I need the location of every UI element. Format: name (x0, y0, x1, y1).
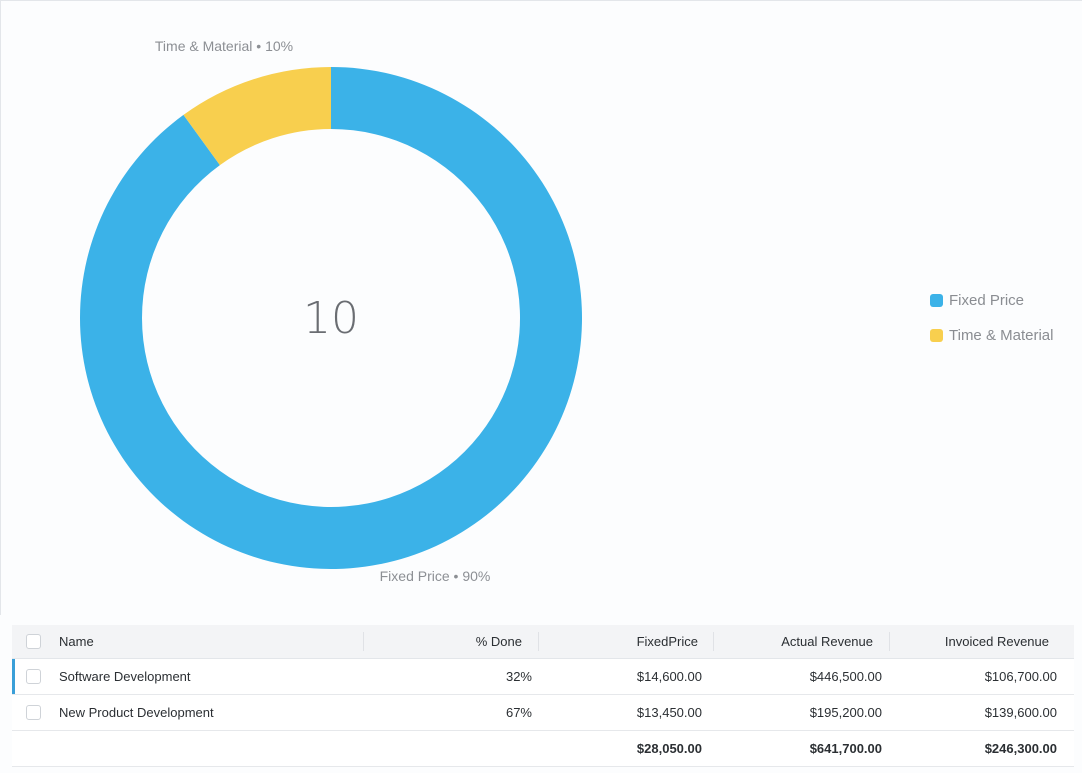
legend-label-time-material: Time & Material (949, 326, 1054, 344)
legend-label-fixed-price: Fixed Price (949, 291, 1025, 309)
column-header-actual-revenue[interactable]: Actual Revenue (781, 634, 873, 649)
total-fixed-price: $28,050.00 (636, 741, 702, 756)
legend-swatch-time-material (930, 328, 943, 342)
slice-time-material[interactable] (183, 67, 331, 166)
table-row[interactable]: Software Development 32% $14,600.00 $446… (12, 659, 1074, 695)
row-invoiced-revenue: $106,700.00 (984, 669, 1057, 684)
legend-item-time-material[interactable]: Time & Material (930, 325, 1053, 345)
row-fixed-price: $14,600.00 (636, 669, 702, 684)
row-check-cell (26, 695, 46, 730)
donut-chart-panel: Fixed Price • 90% Time & Material • 10% 10… (79, 38, 1053, 584)
row-name: Software Development (59, 669, 191, 684)
row-fixed-price: $13,450.00 (636, 705, 702, 720)
row-invoiced-revenue: $139,600.00 (984, 705, 1057, 720)
row-checkbox[interactable] (26, 705, 41, 720)
column-header-name[interactable]: Name (59, 634, 94, 649)
chart-legend: Fixed Price Time & Material (930, 290, 1053, 360)
header-separator[interactable] (538, 632, 539, 651)
row-done: 67% (505, 705, 532, 720)
table-row[interactable]: New Product Development 67% $13,450.00 $… (12, 695, 1074, 731)
row-check-cell (26, 659, 46, 694)
row-selection-indicator (12, 659, 15, 694)
row-checkbox[interactable] (26, 669, 41, 684)
row-done: 32% (505, 669, 532, 684)
header-separator[interactable] (889, 632, 890, 651)
slice-label-fixed-price: Fixed Price • 90% (380, 568, 491, 584)
legend-swatch-fixed-price (930, 293, 943, 307)
slice-label-time-material: Time & Material • 10% (155, 38, 293, 54)
donut-center-value: 10 (303, 293, 359, 344)
totals-row: $28,050.00 $641,700.00 $246,300.00 (12, 731, 1074, 767)
row-actual-revenue: $195,200.00 (809, 705, 882, 720)
select-all-checkbox[interactable] (26, 634, 41, 649)
frame-left-border (0, 0, 1, 615)
donut-chart: Fixed Price • 90% Time & Material • 10% 10 (79, 38, 582, 584)
total-actual-revenue: $641,700.00 (809, 741, 882, 756)
column-header-invoiced-revenue[interactable]: Invoiced Revenue (944, 634, 1049, 649)
row-name: New Product Development (59, 705, 214, 720)
column-header-fixed-price[interactable]: FixedPrice (636, 634, 698, 649)
total-invoiced-revenue: $246,300.00 (984, 741, 1057, 756)
grid-header: Name % Done FixedPrice Actual Revenue In… (12, 625, 1074, 659)
select-all-cell (26, 625, 46, 658)
header-separator[interactable] (713, 632, 714, 651)
projects-grid: Name % Done FixedPrice Actual Revenue In… (12, 625, 1074, 767)
header-separator[interactable] (363, 632, 364, 651)
column-header-done[interactable]: % Done (475, 634, 522, 649)
row-actual-revenue: $446,500.00 (809, 669, 882, 684)
frame-top-border (0, 0, 1082, 1)
legend-item-fixed-price[interactable]: Fixed Price (930, 290, 1053, 310)
